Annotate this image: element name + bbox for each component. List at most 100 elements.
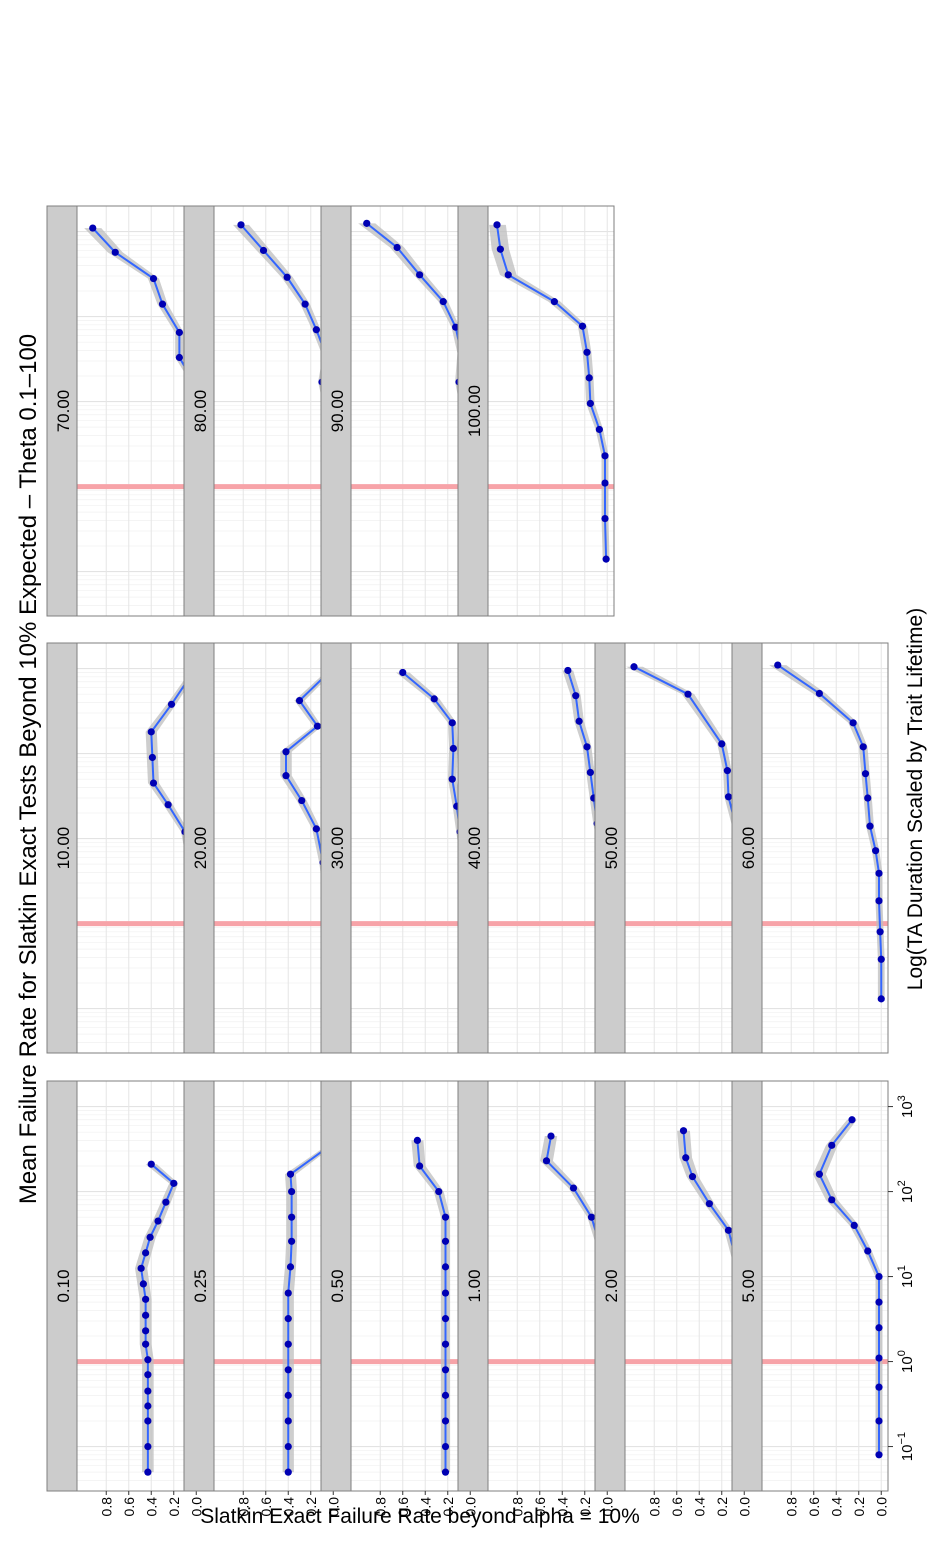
- data-point: [286, 1263, 295, 1271]
- data-point: [142, 1311, 150, 1319]
- data-point: [441, 1213, 450, 1221]
- y-tick-label: 0.0: [873, 1497, 889, 1517]
- y-tick-label: 0.2: [714, 1497, 730, 1517]
- panel-strip-label: 80.00: [191, 390, 210, 433]
- data-point: [142, 1249, 150, 1257]
- data-point: [875, 869, 883, 877]
- confidence-band: [358, 223, 473, 560]
- data-point: [441, 1315, 450, 1323]
- y-axis-label: Slatkin Exact Failure Rate beyond alpha …: [200, 1505, 640, 1528]
- x-tick-label: 103: [896, 1095, 916, 1118]
- data-point: [144, 1442, 152, 1451]
- data-point: [144, 1371, 152, 1379]
- data-point: [682, 1154, 690, 1162]
- data-point: [146, 1233, 154, 1241]
- x-axis-label: Log(TA Duration Scaled by Trait Lifetime…: [904, 608, 927, 990]
- data-point: [602, 555, 610, 563]
- data-point: [724, 1226, 733, 1234]
- data-point: [774, 661, 782, 669]
- data-point: [284, 1417, 292, 1425]
- data-point: [164, 801, 172, 809]
- y-tick-label: 0.4: [691, 1497, 707, 1517]
- data-point: [149, 779, 158, 787]
- data-point: [684, 690, 692, 698]
- data-point: [430, 695, 438, 703]
- series-line: [287, 1149, 325, 1473]
- panel-strip-label: 90.00: [328, 390, 347, 433]
- panel-background: [762, 1081, 888, 1491]
- data-point: [586, 399, 594, 408]
- confidence-band: [396, 672, 474, 1002]
- panel-background: [214, 1081, 340, 1491]
- data-point: [295, 697, 304, 705]
- data-point: [154, 1217, 162, 1225]
- y-tick-label: 0.2: [577, 1497, 593, 1517]
- data-point: [298, 796, 306, 805]
- data-point: [399, 668, 407, 677]
- data-point: [601, 452, 609, 460]
- data-point: [866, 822, 874, 830]
- y-tick-label: 0.2: [303, 1497, 319, 1517]
- y-tick-label: 0.4: [143, 1497, 159, 1517]
- data-point: [441, 1289, 450, 1297]
- data-point: [288, 1237, 296, 1245]
- y-tick-label: 0.8: [646, 1497, 662, 1517]
- y-tick-label: 0.6: [532, 1497, 548, 1517]
- panel-80.00: 80.00: [183, 205, 341, 617]
- data-point: [864, 794, 872, 802]
- data-point: [288, 1187, 296, 1196]
- data-point: [493, 221, 501, 229]
- panel-border: [761, 1080, 889, 1492]
- data-point: [144, 1402, 152, 1410]
- series-line: [416, 1140, 447, 1473]
- data-point: [148, 753, 156, 762]
- y-tick-label: 0.6: [806, 1497, 822, 1517]
- data-point: [282, 772, 290, 780]
- data-point: [147, 728, 155, 736]
- data-point: [439, 298, 447, 306]
- data-point: [312, 326, 320, 334]
- panel-background: [77, 206, 203, 616]
- data-point: [284, 1289, 292, 1297]
- data-point: [435, 1187, 443, 1196]
- panel-strip-label: 5.00: [739, 1269, 758, 1302]
- panel-strip-label: 40.00: [465, 827, 484, 870]
- data-point: [875, 1417, 883, 1425]
- data-point: [875, 1272, 883, 1281]
- data-point: [850, 1221, 858, 1230]
- data-point: [175, 353, 183, 362]
- data-point: [504, 271, 512, 279]
- data-point: [587, 1213, 596, 1221]
- confidence-band: [282, 1149, 329, 1473]
- panel-strip-label: 0.10: [54, 1269, 73, 1302]
- data-point: [815, 1170, 823, 1178]
- panel-strip-label: 50.00: [602, 827, 621, 870]
- confidence-band: [540, 1136, 609, 1432]
- data-point: [142, 1340, 150, 1348]
- data-point: [452, 323, 460, 331]
- panel-60.00: 60.00: [731, 642, 889, 1054]
- data-point: [312, 825, 320, 833]
- y-tick-label: 0.4: [280, 1497, 296, 1517]
- panel-10.00: 10.00: [46, 642, 204, 1054]
- data-point: [583, 348, 591, 356]
- data-point: [284, 1391, 292, 1399]
- panel-30.00: 30.00: [320, 642, 478, 1054]
- data-point: [363, 219, 371, 227]
- data-point: [876, 928, 884, 936]
- data-point: [393, 243, 401, 252]
- y-tick-label: 0.2: [851, 1497, 867, 1517]
- data-point: [542, 1157, 551, 1165]
- panel-background: [488, 206, 614, 616]
- data-point: [441, 1263, 450, 1271]
- chart-rotated-frame: Mean Failure Rate for Slatkin Exact Test…: [15, 205, 927, 1528]
- data-point: [149, 274, 158, 283]
- y-tick-label: 0.8: [98, 1497, 114, 1517]
- panel-90.00: 90.00: [320, 205, 478, 617]
- data-point: [139, 1280, 147, 1288]
- data-point: [875, 897, 883, 905]
- panel-strip-label: 2.00: [602, 1269, 621, 1302]
- confidence-band: [489, 224, 610, 560]
- panel-strip-label: 1.00: [465, 1269, 484, 1302]
- data-point: [111, 248, 119, 256]
